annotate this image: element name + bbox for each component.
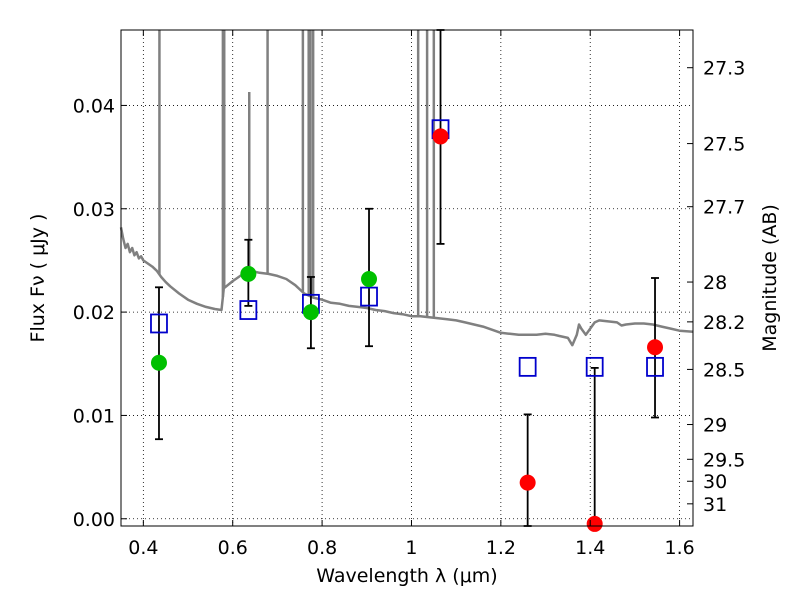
x-tick-label: 1.4 <box>575 537 605 559</box>
y-tick-label: 0.03 <box>73 199 115 221</box>
y-tick-label: 0.02 <box>73 302 115 324</box>
right-axis-label: Magnitude (AB) <box>759 204 781 352</box>
y-tick-label: 0.00 <box>73 509 115 531</box>
right-tick-label: 31 <box>703 494 727 516</box>
model-square-marker <box>150 313 168 334</box>
x-tick-label: 0.8 <box>307 537 337 559</box>
spectrum-continuum <box>119 227 694 347</box>
y-axis-label: Flux Fν ( μJy ) <box>27 214 49 343</box>
right-tick-label: 27.5 <box>703 134 745 156</box>
x-tick-label: 1 <box>405 537 417 559</box>
x-tick-label: 0.6 <box>218 537 248 559</box>
y-tick-label: 0.01 <box>73 405 115 427</box>
model-square-marker <box>646 356 664 377</box>
model-square-marker <box>518 356 537 377</box>
red-data-point <box>519 474 536 491</box>
x-tick-label: 0.4 <box>128 537 158 559</box>
red-data-point <box>647 339 664 356</box>
x-tick-label: 1.6 <box>664 537 694 559</box>
green-data-point <box>302 304 319 321</box>
model-square-marker <box>360 286 378 307</box>
plot-frame <box>120 29 694 527</box>
red-data-point <box>432 128 449 145</box>
right-tick-label: 29.5 <box>703 449 745 471</box>
green-data-point <box>150 354 167 371</box>
model-square-marker <box>585 356 604 377</box>
y-tick-label: 0.04 <box>73 95 115 117</box>
right-tick-label: 30 <box>703 471 727 493</box>
data-markers <box>150 119 664 532</box>
right-tick-label: 28.5 <box>703 359 745 381</box>
right-tick-label: 29 <box>703 415 727 437</box>
right-tick-label: 28.2 <box>703 312 745 334</box>
x-tick-label: 1.2 <box>486 537 516 559</box>
right-tick-label: 27.3 <box>703 58 745 80</box>
x-axis-label: Wavelength λ (μm) <box>316 565 497 587</box>
green-data-point <box>361 271 378 288</box>
green-data-point <box>240 265 257 282</box>
template-spectrum <box>119 30 694 347</box>
red-data-point <box>586 515 603 532</box>
right-tick-label: 27.7 <box>703 197 745 219</box>
model-square-marker <box>239 300 258 320</box>
right-tick-label: 28 <box>703 272 727 294</box>
axis-ticks: 0.4 0.6 0.8 1 1.2 1.4 1.6 0.00 0.01 0.02 0.03 0.04 2… <box>73 30 745 559</box>
